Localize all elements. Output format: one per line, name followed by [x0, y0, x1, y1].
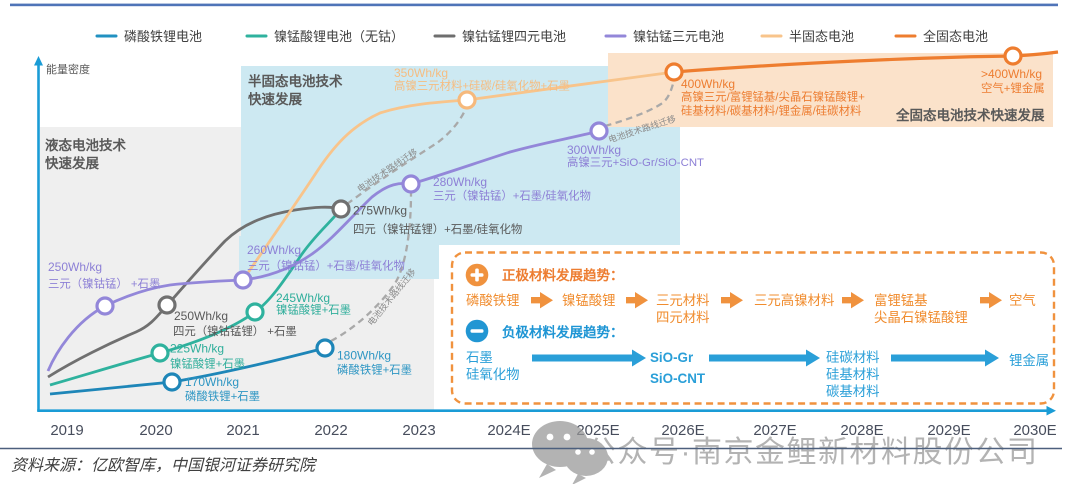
svg-text:镍锰酸锂电池（无钴）: 镍锰酸锂电池（无钴） [274, 29, 404, 44]
svg-text:尖晶石镍锰酸锂: 尖晶石镍锰酸锂 [874, 310, 968, 325]
svg-text:磷酸铁锂: 磷酸铁锂 [466, 293, 520, 308]
svg-text:2022: 2022 [314, 422, 347, 439]
svg-text:高镍三元/富锂锰基/尖晶石镍锰酸锂+: 高镍三元/富锂锰基/尖晶石镍锰酸锂+ [681, 90, 865, 104]
svg-text:>400Wh/kg: >400Wh/kg [981, 67, 1042, 81]
svg-text:高镍三元+SiO-Gr/SiO-CNT: 高镍三元+SiO-Gr/SiO-CNT [567, 155, 704, 169]
svg-text:快速发展: 快速发展 [45, 155, 99, 171]
svg-text:250Wh/kg: 250Wh/kg [174, 309, 228, 323]
svg-text:三元（镍钴锰） +石墨: 三元（镍钴锰） +石墨 [48, 277, 160, 291]
svg-text:正极材料发展趋势：: 正极材料发展趋势： [502, 267, 624, 283]
svg-text:250Wh/kg: 250Wh/kg [48, 260, 102, 274]
svg-text:350Wh/kg: 350Wh/kg [394, 66, 448, 80]
svg-text:全固态电池: 全固态电池 [923, 29, 988, 44]
svg-text:硅基材料: 硅基材料 [826, 366, 880, 382]
svg-text:三元（镍钴锰）+石墨/硅氧化物: 三元（镍钴锰）+石墨/硅氧化物 [433, 189, 591, 203]
svg-text:三元材料: 三元材料 [656, 293, 710, 308]
svg-text:磷酸铁锂+石墨: 磷酸铁锂+石墨 [337, 363, 412, 377]
svg-text:全固态电池技术快速发展: 全固态电池技术快速发展 [895, 107, 1045, 123]
svg-text:磷酸铁锂电池: 磷酸铁锂电池 [124, 29, 202, 44]
svg-text:300Wh/kg: 300Wh/kg [567, 143, 621, 157]
svg-text:资料来源：亿欧智库，中国银河证券研究院: 资料来源：亿欧智库，中国银河证券研究院 [11, 457, 318, 475]
svg-text:硅碳材料: 硅碳材料 [826, 350, 880, 365]
svg-text:2030E: 2030E [1013, 422, 1056, 439]
svg-text:半固态电池: 半固态电池 [789, 29, 854, 44]
svg-text:2027E: 2027E [753, 422, 796, 439]
svg-text:225Wh/kg: 225Wh/kg [170, 342, 224, 356]
svg-text:四元（镍钴锰锂） +石墨: 四元（镍钴锰锂） +石墨 [173, 324, 297, 338]
svg-text:2019: 2019 [50, 422, 83, 439]
svg-text:2026E: 2026E [661, 422, 704, 439]
svg-text:负极材料发展趋势：: 负极材料发展趋势： [502, 324, 624, 340]
svg-text:四元（镍钴锰锂）+石墨/硅氧化物: 四元（镍钴锰锂）+石墨/硅氧化物 [353, 222, 522, 236]
svg-text:2020: 2020 [139, 422, 172, 439]
svg-text:硅基材料/碳基材料/锂金属/硅碳材料: 硅基材料/碳基材料/锂金属/硅碳材料 [681, 104, 861, 118]
svg-text:260Wh/kg: 260Wh/kg [247, 243, 301, 257]
svg-text:公众号·南京金鲤新材料股份公司: 公众号·南京金鲤新材料股份公司 [586, 436, 1039, 469]
svg-text:富锂锰基: 富锂锰基 [874, 292, 928, 308]
svg-text:275Wh/kg: 275Wh/kg [353, 204, 407, 218]
svg-text:245Wh/kg: 245Wh/kg [276, 291, 330, 305]
svg-text:镍钴锰锂四元电池: 镍钴锰锂四元电池 [462, 29, 566, 44]
svg-text:镍锰酸锂+石墨: 镍锰酸锂+石墨 [276, 303, 351, 317]
svg-text:锂金属: 锂金属 [1009, 353, 1049, 368]
svg-text:镍锰酸锂: 镍锰酸锂 [562, 293, 616, 308]
svg-text:液态电池技术: 液态电池技术 [45, 137, 126, 153]
svg-text:空气+锂金属: 空气+锂金属 [981, 81, 1045, 95]
svg-text:高镍三元材料+硅碳/硅氧化物+石墨: 高镍三元材料+硅碳/硅氧化物+石墨 [394, 79, 570, 93]
svg-text:能量密度: 能量密度 [46, 62, 90, 76]
svg-text:2025E: 2025E [576, 422, 619, 439]
svg-text:三元（镍钴锰）+石墨/硅氧化物: 三元（镍钴锰）+石墨/硅氧化物 [247, 259, 405, 273]
svg-text:SiO-Gr: SiO-Gr [650, 350, 694, 365]
svg-text:石墨: 石墨 [466, 350, 493, 365]
svg-text:快速发展: 快速发展 [248, 91, 302, 107]
svg-text:180Wh/kg: 180Wh/kg [337, 349, 391, 363]
svg-text:四元材料: 四元材料 [656, 310, 710, 325]
svg-text:2029E: 2029E [927, 422, 970, 439]
svg-text:400Wh/kg: 400Wh/kg [681, 77, 735, 91]
svg-text:2021: 2021 [226, 422, 259, 439]
svg-text:半固态电池技术: 半固态电池技术 [248, 73, 343, 89]
svg-text:170Wh/kg: 170Wh/kg [185, 375, 239, 389]
svg-text:2023: 2023 [402, 422, 435, 439]
svg-text:2028E: 2028E [840, 422, 883, 439]
svg-text:镍锰酸锂+石墨: 镍锰酸锂+石墨 [170, 357, 245, 371]
svg-text:碳基材料: 碳基材料 [826, 383, 880, 399]
svg-text:硅氧化物: 硅氧化物 [466, 367, 520, 382]
svg-text:280Wh/kg: 280Wh/kg [433, 175, 487, 189]
svg-text:三元高镍材料: 三元高镍材料 [754, 292, 834, 308]
svg-text:空气: 空气 [1009, 293, 1036, 308]
svg-text:2024E: 2024E [487, 422, 530, 439]
svg-text:磷酸铁锂+石墨: 磷酸铁锂+石墨 [185, 389, 260, 403]
svg-text:镍钴锰三元电池: 镍钴锰三元电池 [633, 29, 724, 44]
svg-text:SiO-CNT: SiO-CNT [650, 371, 706, 386]
